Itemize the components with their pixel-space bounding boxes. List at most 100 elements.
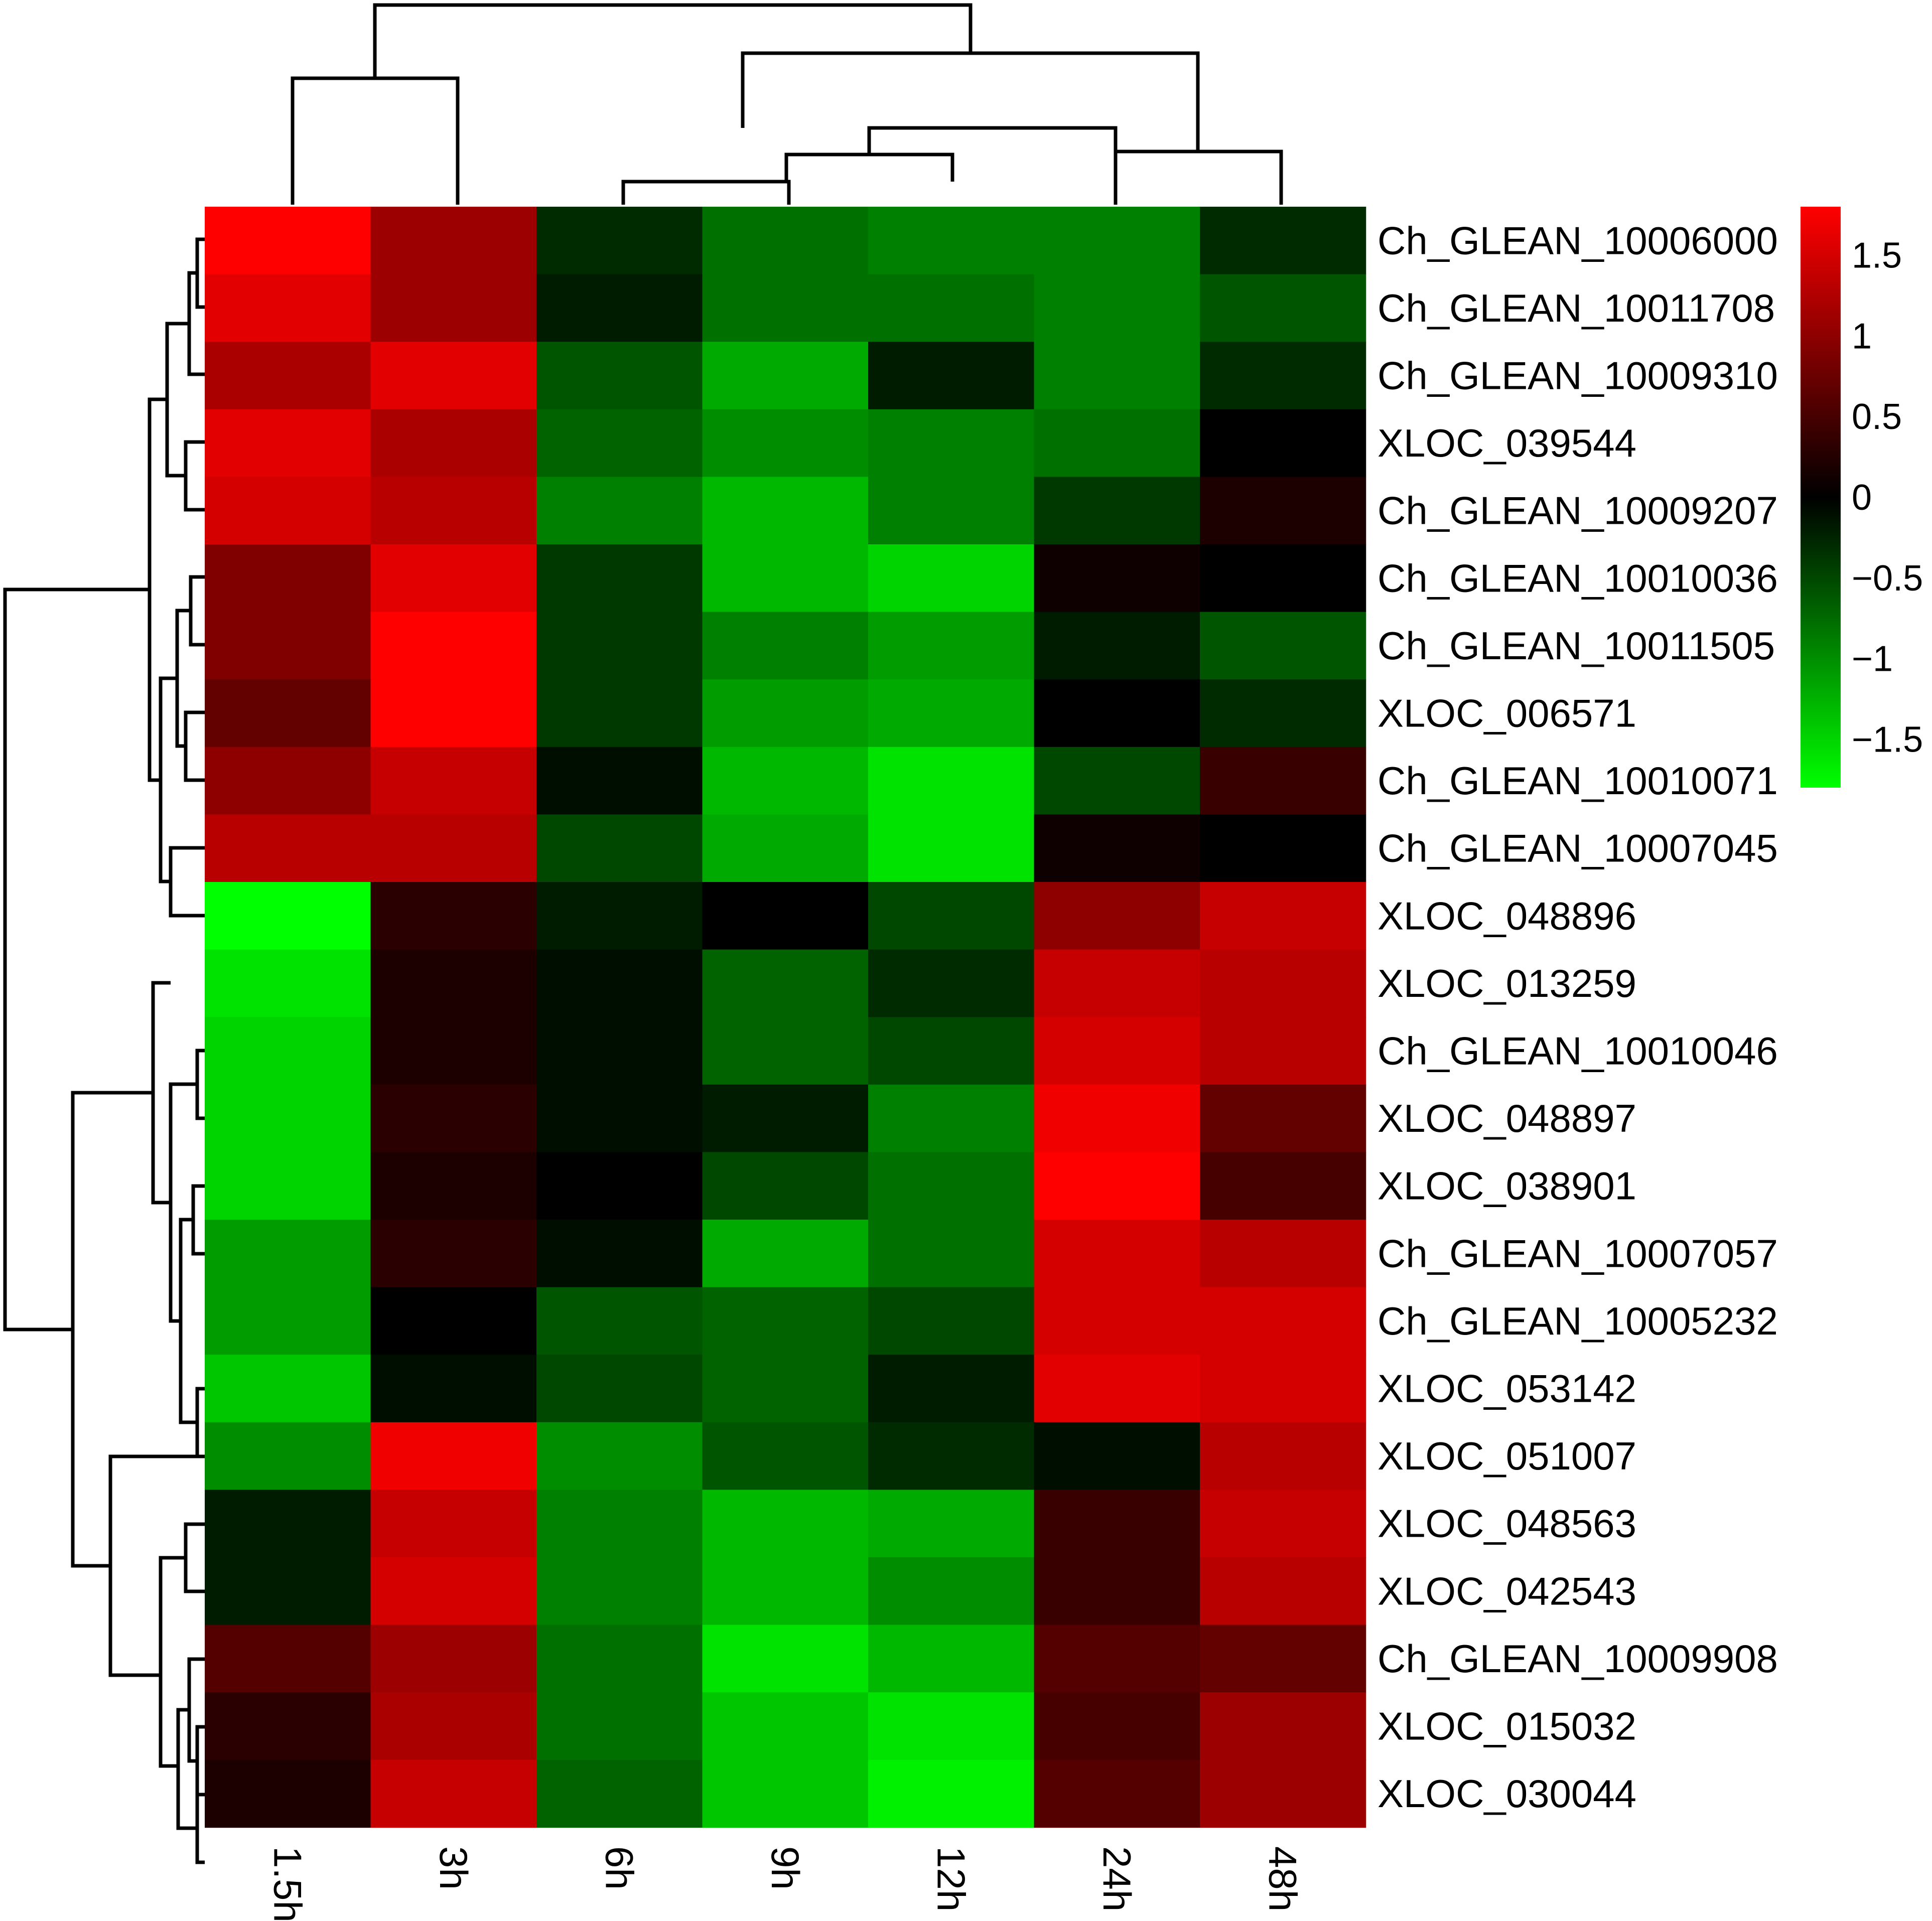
heatmap-cell — [1034, 1422, 1200, 1491]
heatmap-cell — [536, 1287, 703, 1355]
heatmap-cell — [868, 342, 1035, 410]
column-dendrogram — [291, 3, 1283, 205]
heatmap-cell — [868, 1490, 1035, 1558]
heatmap-cell — [1034, 882, 1200, 950]
heatmap-cell — [1034, 814, 1200, 882]
heatmap-cell — [702, 477, 869, 545]
heatmap-cell — [205, 409, 371, 478]
row-label: Ch_GLEAN_10009310 — [1377, 354, 1778, 398]
heatmap-cell — [536, 1759, 703, 1828]
heatmap-cell — [1034, 747, 1200, 815]
heatmap-cell — [205, 1624, 371, 1693]
heatmap-cell — [370, 1084, 537, 1153]
heatmap-cell — [1034, 544, 1200, 613]
row-label: XLOC_048563 — [1377, 1502, 1636, 1546]
heatmap-cell — [205, 1220, 371, 1288]
heatmap-cell — [1034, 1220, 1200, 1288]
heatmap-cell — [868, 207, 1035, 275]
row-label: XLOC_015032 — [1377, 1704, 1636, 1748]
heatmap-cell — [536, 1692, 703, 1760]
heatmap-cell — [536, 612, 703, 680]
heatmap-cell — [868, 1422, 1035, 1491]
heatmap-cell — [1200, 409, 1366, 478]
heatmap-cell — [868, 1355, 1035, 1423]
heatmap-cell — [868, 1152, 1035, 1220]
heatmap-cell — [1034, 274, 1200, 342]
column-label: 12h — [929, 1846, 973, 1911]
heatmap-cell — [1200, 679, 1366, 748]
row-label: Ch_GLEAN_10005232 — [1377, 1299, 1778, 1343]
heatmap-cell — [370, 477, 537, 545]
heatmap-cell — [1200, 1017, 1366, 1085]
heatmap-cell — [702, 679, 869, 748]
row-label: XLOC_030044 — [1377, 1771, 1636, 1816]
row-label: XLOC_051007 — [1377, 1434, 1636, 1478]
heatmap-cell — [370, 274, 537, 342]
heatmap-cell — [536, 409, 703, 478]
heatmap-cell — [868, 544, 1035, 613]
legend-tick-label: −1 — [1852, 639, 1893, 679]
heatmap-cell — [702, 544, 869, 613]
row-label: XLOC_038901 — [1377, 1164, 1636, 1208]
heatmap-cell — [1034, 409, 1200, 478]
heatmap-cell — [370, 679, 537, 748]
heatmap-cell — [1034, 1692, 1200, 1760]
heatmap-cell — [1034, 342, 1200, 410]
heatmap-cell — [205, 612, 371, 680]
heatmap-cell — [868, 274, 1035, 342]
legend-tick-label: 1 — [1852, 316, 1872, 356]
row-label: Ch_GLEAN_10011708 — [1377, 286, 1775, 330]
heatmap-cell — [370, 1152, 537, 1220]
heatmap-cell — [205, 882, 371, 950]
heatmap-cell — [536, 1557, 703, 1626]
heatmap-cell — [536, 1355, 703, 1423]
heatmap-cell — [702, 274, 869, 342]
color-legend-ticks: 1.5 1 0.5 0 −0.5 −1 −1.5 — [1852, 236, 1923, 760]
heatmap-cell — [370, 1287, 537, 1355]
heatmap-cell — [1200, 274, 1366, 342]
heatmap-cell — [1034, 612, 1200, 680]
heatmap-cell — [868, 409, 1035, 478]
row-label: XLOC_013259 — [1377, 961, 1636, 1005]
legend-tick-label: −0.5 — [1852, 558, 1923, 599]
heatmap-cell — [1034, 1557, 1200, 1626]
heatmap-cell — [1034, 477, 1200, 545]
heatmap-cell — [370, 409, 537, 478]
heatmap-cell — [536, 1017, 703, 1085]
heatmap-cell — [536, 1422, 703, 1491]
column-label: 9h — [763, 1846, 807, 1890]
heatmap-cell — [370, 814, 537, 882]
heatmap-cell — [370, 1220, 537, 1288]
heatmap-cell — [536, 1490, 703, 1558]
heatmap-cell — [205, 1422, 371, 1491]
heatmap-cell — [370, 747, 537, 815]
heatmap-cell — [1200, 544, 1366, 613]
row-dendrogram — [3, 237, 205, 1864]
heatmap-cell — [536, 1624, 703, 1693]
column-label: 6h — [597, 1846, 641, 1890]
column-label: 3h — [432, 1846, 476, 1890]
heatmap-cell — [1034, 1490, 1200, 1558]
heatmap-cell — [868, 1624, 1035, 1693]
heatmap-cell — [536, 544, 703, 613]
heatmap-cell — [370, 342, 537, 410]
heatmap-cell — [702, 814, 869, 882]
heatmap-cell — [205, 679, 371, 748]
heatmap-cell — [536, 1084, 703, 1153]
heatmap-cell — [536, 882, 703, 950]
heatmap-cell — [1200, 342, 1366, 410]
heatmap-cell — [868, 949, 1035, 1017]
heatmap-cell — [1034, 1355, 1200, 1423]
heatmap-cell — [702, 1017, 869, 1085]
heatmap-cell — [1034, 1287, 1200, 1355]
row-label: Ch_GLEAN_10007057 — [1377, 1231, 1778, 1275]
heatmap-cell — [868, 1084, 1035, 1153]
row-label: Ch_GLEAN_10010071 — [1377, 759, 1778, 803]
heatmap-cell — [536, 1152, 703, 1220]
heatmap-cell — [370, 1355, 537, 1423]
row-label: Ch_GLEAN_10009908 — [1377, 1637, 1778, 1681]
heatmap-cell — [868, 882, 1035, 950]
heatmap-cell — [370, 1422, 537, 1491]
legend-tick-label: 0.5 — [1852, 397, 1902, 437]
